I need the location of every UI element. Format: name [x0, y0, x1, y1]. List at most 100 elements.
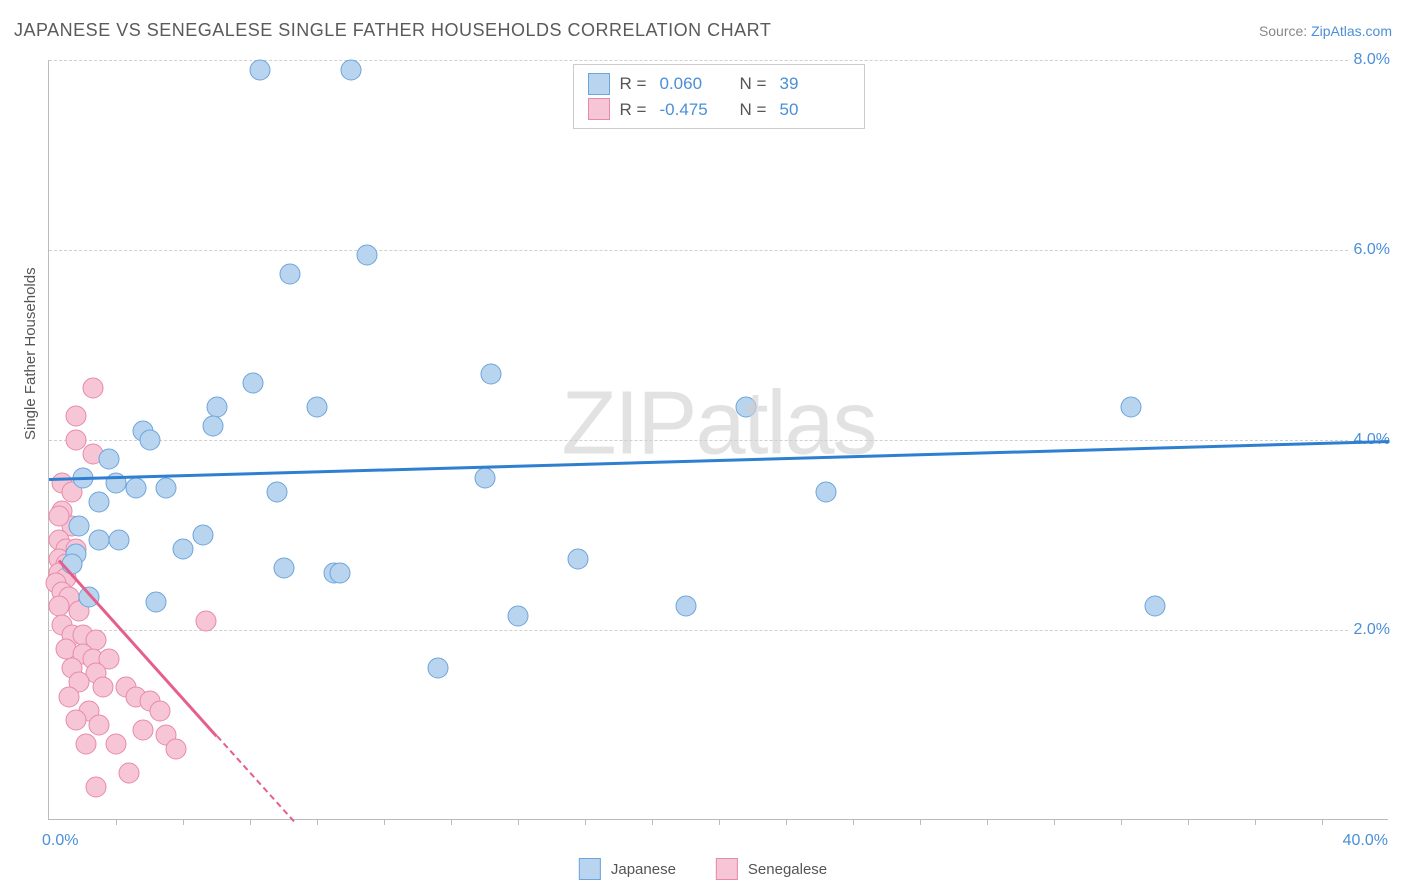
x-tick — [1121, 819, 1122, 825]
watermark-part1: ZIP — [561, 374, 695, 474]
data-point — [340, 59, 361, 80]
y-tick-label: 2.0% — [1348, 621, 1390, 639]
data-point — [62, 553, 83, 574]
scatter-plot: ZIPatlas R = 0.060 N = 39 R = -0.475 N =… — [48, 60, 1388, 820]
legend-label-senegalese: Senegalese — [748, 861, 827, 878]
data-point — [508, 605, 529, 626]
x-tick — [116, 819, 117, 825]
x-tick — [317, 819, 318, 825]
legend-row-senegalese: R = -0.475 N = 50 — [588, 97, 850, 123]
y-axis-title: Single Father Households — [22, 267, 39, 440]
source-attribution: Source: ZipAtlas.com — [1259, 23, 1392, 39]
data-point — [273, 558, 294, 579]
data-point — [1144, 596, 1165, 617]
x-tick — [451, 819, 452, 825]
x-tick — [652, 819, 653, 825]
data-point — [106, 734, 127, 755]
source-label: Source: — [1259, 23, 1311, 39]
data-point — [481, 363, 502, 384]
data-point — [427, 658, 448, 679]
data-point — [675, 596, 696, 617]
gridline — [49, 250, 1388, 251]
data-point — [196, 610, 217, 631]
data-point — [139, 430, 160, 451]
data-point — [126, 477, 147, 498]
data-point — [82, 377, 103, 398]
data-point — [65, 710, 86, 731]
x-tick — [1054, 819, 1055, 825]
x-tick — [183, 819, 184, 825]
data-point — [89, 491, 110, 512]
data-point — [59, 686, 80, 707]
data-point — [357, 244, 378, 265]
swatch-senegalese — [588, 98, 610, 120]
swatch-japanese — [588, 73, 610, 95]
data-point — [243, 373, 264, 394]
x-tick — [853, 819, 854, 825]
legend-row-japanese: R = 0.060 N = 39 — [588, 71, 850, 97]
source-link[interactable]: ZipAtlas.com — [1311, 23, 1392, 39]
data-point — [156, 477, 177, 498]
chart-header: JAPANESE VS SENEGALESE SINGLE FATHER HOU… — [14, 20, 1392, 41]
data-point — [330, 563, 351, 584]
legend-item-senegalese: Senegalese — [716, 858, 827, 880]
trend-line — [216, 735, 295, 822]
data-point — [69, 515, 90, 536]
x-tick — [719, 819, 720, 825]
data-point — [816, 482, 837, 503]
data-point — [166, 738, 187, 759]
data-point — [49, 506, 70, 527]
n-label: N = — [740, 71, 770, 97]
legend-item-japanese: Japanese — [579, 858, 676, 880]
r-value-japanese: 0.060 — [660, 71, 730, 97]
n-label: N = — [740, 97, 770, 123]
gridline — [49, 440, 1388, 441]
swatch-japanese-icon — [579, 858, 601, 880]
data-point — [149, 700, 170, 721]
trend-line — [49, 440, 1389, 481]
data-point — [206, 396, 227, 417]
x-tick — [1188, 819, 1189, 825]
data-point — [89, 529, 110, 550]
data-point — [92, 677, 113, 698]
data-point — [173, 539, 194, 560]
data-point — [119, 762, 140, 783]
data-point — [474, 468, 495, 489]
correlation-legend: R = 0.060 N = 39 R = -0.475 N = 50 — [573, 64, 865, 129]
x-tick — [1255, 819, 1256, 825]
data-point — [280, 263, 301, 284]
data-point — [1121, 396, 1142, 417]
data-point — [65, 406, 86, 427]
x-tick — [518, 819, 519, 825]
x-tick — [786, 819, 787, 825]
gridline — [49, 630, 1388, 631]
data-point — [568, 548, 589, 569]
y-tick-label: 8.0% — [1348, 51, 1390, 69]
x-tick — [384, 819, 385, 825]
data-point — [99, 449, 120, 470]
r-label: R = — [620, 97, 650, 123]
n-value-japanese: 39 — [780, 71, 850, 97]
x-axis-min-label: 0.0% — [42, 832, 78, 850]
y-tick-label: 6.0% — [1348, 241, 1390, 259]
x-tick — [585, 819, 586, 825]
x-axis-max-label: 40.0% — [1343, 832, 1388, 850]
chart-title: JAPANESE VS SENEGALESE SINGLE FATHER HOU… — [14, 20, 771, 41]
data-point — [85, 776, 106, 797]
data-point — [307, 396, 328, 417]
data-point — [49, 596, 70, 617]
data-point — [735, 396, 756, 417]
data-point — [89, 715, 110, 736]
x-tick — [250, 819, 251, 825]
data-point — [75, 734, 96, 755]
data-point — [146, 591, 167, 612]
data-point — [203, 415, 224, 436]
data-point — [250, 59, 271, 80]
data-point — [193, 525, 214, 546]
swatch-senegalese-icon — [716, 858, 738, 880]
data-point — [132, 719, 153, 740]
n-value-senegalese: 50 — [780, 97, 850, 123]
x-tick — [987, 819, 988, 825]
series-legend: Japanese Senegalese — [579, 858, 827, 880]
r-value-senegalese: -0.475 — [660, 97, 730, 123]
